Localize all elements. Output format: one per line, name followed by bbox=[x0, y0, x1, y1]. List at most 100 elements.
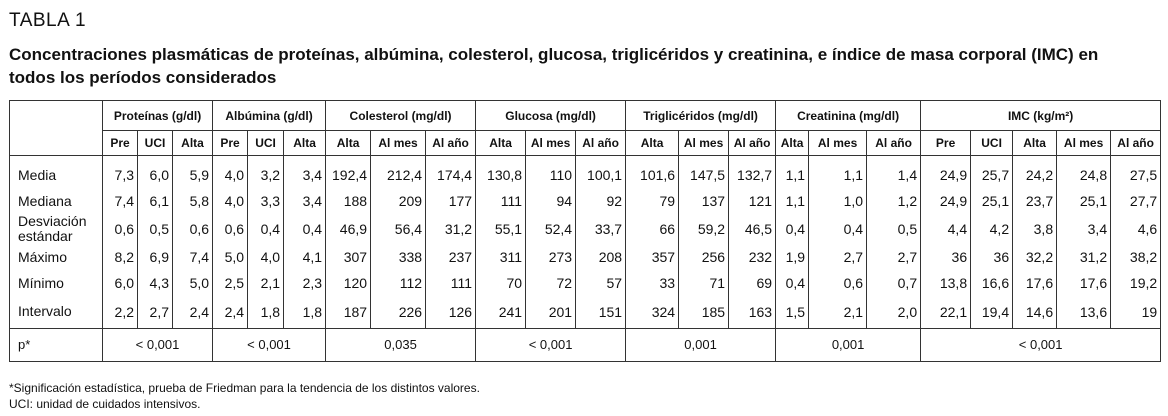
cell: 2,5 bbox=[212, 270, 248, 296]
cell: 32,2 bbox=[1012, 244, 1057, 270]
column-header: Pre bbox=[920, 130, 971, 156]
column-header: Pre bbox=[212, 130, 248, 156]
cell: 307 bbox=[325, 244, 371, 270]
group-header: Creatinina (mg/dl) bbox=[775, 100, 921, 131]
row-label: Media bbox=[18, 166, 57, 183]
cell: 241 bbox=[475, 296, 526, 328]
cell: 4,2 bbox=[970, 214, 1013, 244]
cell: 110 bbox=[525, 155, 576, 188]
p-value: < 0,001 bbox=[101, 327, 213, 361]
cell: 2,7 bbox=[866, 244, 921, 270]
cell: 13,6 bbox=[1056, 296, 1111, 328]
column-header: UCI bbox=[970, 130, 1013, 156]
data-row: Mínimo 6,0 4,3 5,0 2,5 2,1 2,3 120 112 111 70 72 57 3… bbox=[10, 270, 1161, 296]
cell: 2,3 bbox=[283, 270, 326, 296]
cell: 0,4 bbox=[775, 270, 809, 296]
cell: 19,4 bbox=[970, 296, 1013, 328]
data-row: Media 7,3 6,0 5,9 4,0 3,2 3,4 192,4 212,4 174,4 13… bbox=[10, 155, 1161, 188]
cell: 0,6 bbox=[808, 270, 867, 296]
cell: 57 bbox=[575, 270, 626, 296]
cell: 1,5 bbox=[775, 296, 809, 328]
row-label: p* bbox=[9, 327, 103, 361]
cell: 4,3 bbox=[137, 270, 173, 296]
cell: 338 bbox=[370, 244, 426, 270]
cell: 324 bbox=[625, 296, 679, 328]
cell: 5,9 bbox=[171, 155, 213, 188]
cell: 132,7 bbox=[728, 155, 776, 188]
cell: 24,9 bbox=[920, 155, 971, 188]
cell: 2,7 bbox=[808, 244, 867, 270]
cell: 1,8 bbox=[283, 296, 326, 328]
cell: 0,4 bbox=[775, 214, 809, 244]
cell: 4,1 bbox=[283, 244, 326, 270]
cell: 0,6 bbox=[171, 214, 213, 244]
cell: 0,4 bbox=[283, 214, 326, 244]
cell: 0,4 bbox=[808, 214, 867, 244]
cell: 163 bbox=[728, 296, 776, 328]
cell: 0,7 bbox=[866, 270, 921, 296]
cell: 1,1 bbox=[808, 155, 867, 188]
data-row: Mediana 7,4 6,1 5,8 4,0 3,3 3,4 188 209 177 111 94 9… bbox=[10, 188, 1161, 214]
cell: 0,6 bbox=[102, 214, 138, 244]
cell: 33 bbox=[625, 270, 679, 296]
cell: 311 bbox=[475, 244, 526, 270]
cell: 2,4 bbox=[171, 296, 213, 328]
cell: 7,4 bbox=[171, 244, 213, 270]
column-header: Alta bbox=[171, 130, 213, 156]
group-header: Albúmina (g/dl) bbox=[212, 100, 326, 131]
cell: 1,0 bbox=[808, 188, 867, 214]
cell: 4,4 bbox=[920, 214, 971, 244]
cell: 25,1 bbox=[970, 188, 1013, 214]
cell: 6,0 bbox=[137, 155, 173, 188]
cell: 100,1 bbox=[575, 155, 626, 188]
cell: 92 bbox=[575, 188, 626, 214]
p-value: < 0,001 bbox=[920, 327, 1161, 361]
cell: 36 bbox=[920, 244, 971, 270]
cell: 151 bbox=[575, 296, 626, 328]
cell: 187 bbox=[325, 296, 371, 328]
group-header: Triglicéridos (mg/dl) bbox=[625, 100, 776, 131]
cell: 0,5 bbox=[866, 214, 921, 244]
cell: 147,5 bbox=[678, 155, 729, 188]
cell: 273 bbox=[525, 244, 576, 270]
cell: 111 bbox=[475, 188, 526, 214]
cell: 357 bbox=[625, 244, 679, 270]
cell: 5,0 bbox=[171, 270, 213, 296]
cell: 4,0 bbox=[212, 188, 248, 214]
cell: 208 bbox=[575, 244, 626, 270]
p-value: 0,035 bbox=[325, 327, 476, 361]
cell: 192,4 bbox=[325, 155, 371, 188]
data-table: Proteínas (g/dl) Albúmina (g/dl) Colestero… bbox=[9, 100, 1162, 362]
column-header: Al año bbox=[866, 130, 921, 156]
cell: 79 bbox=[625, 188, 679, 214]
cell: 2,0 bbox=[866, 296, 921, 328]
cell: 24,2 bbox=[1012, 155, 1057, 188]
column-header: Alta bbox=[325, 130, 371, 156]
stub-cell bbox=[9, 130, 103, 156]
stub-cell bbox=[10, 101, 103, 131]
cell: 69 bbox=[728, 270, 776, 296]
cell: 6,9 bbox=[137, 244, 173, 270]
footnote: *Significación estadística, prueba de Fr… bbox=[9, 381, 480, 395]
table-label: TABLA 1 bbox=[9, 10, 87, 31]
cell: 56,4 bbox=[370, 214, 426, 244]
cell: 0,4 bbox=[247, 214, 284, 244]
cell: 0,6 bbox=[212, 214, 248, 244]
cell: 101,6 bbox=[625, 155, 679, 188]
cell: 4,6 bbox=[1110, 214, 1161, 244]
row-label: Mediana bbox=[18, 192, 72, 209]
cell: 3,4 bbox=[1056, 214, 1111, 244]
cell: 6,1 bbox=[137, 188, 173, 214]
cell: 111 bbox=[425, 270, 476, 296]
cell: 24,8 bbox=[1056, 155, 1111, 188]
subheader-row: Pre UCI Alta Pre UCI Alta Alta Al mes Al año Alta… bbox=[9, 130, 1161, 156]
cell: 226 bbox=[370, 296, 426, 328]
column-header: Al año bbox=[575, 130, 626, 156]
column-header: UCI bbox=[137, 130, 173, 156]
cell: 1,4 bbox=[866, 155, 921, 188]
row-label: Intervalo bbox=[18, 303, 72, 320]
cell: 31,2 bbox=[1056, 244, 1111, 270]
cell: 59,2 bbox=[678, 214, 729, 244]
footnote: UCI: unidad de cuidados intensivos. bbox=[9, 397, 201, 411]
cell: 121 bbox=[728, 188, 776, 214]
